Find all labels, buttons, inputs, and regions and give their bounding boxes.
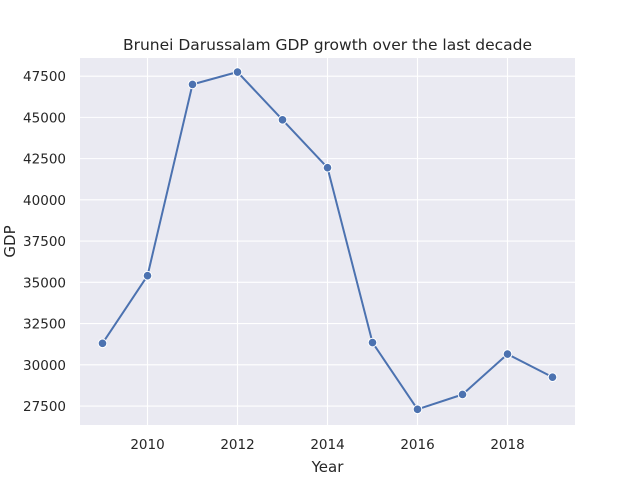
y-tick-label: 35000 — [23, 275, 66, 291]
y-tick-label: 32500 — [23, 317, 66, 333]
y-tick-label: 27500 — [23, 399, 66, 415]
y-tick-label: 37500 — [23, 234, 66, 250]
x-tick-label: 2014 — [310, 437, 344, 453]
data-point — [142, 270, 153, 281]
grid-lines — [80, 58, 575, 425]
y-tick-label: 40000 — [23, 193, 66, 209]
chart-title: Brunei Darussalam GDP growth over the la… — [123, 36, 532, 54]
data-point — [412, 404, 423, 415]
y-tick-label: 30000 — [23, 358, 66, 374]
series-group — [97, 67, 558, 415]
x-axis-label: Year — [311, 458, 345, 476]
x-tick-label: 2012 — [220, 437, 254, 453]
data-point — [277, 115, 288, 125]
x-tick-label: 2018 — [490, 437, 524, 453]
data-point — [232, 67, 243, 77]
y-tick-label: 42500 — [23, 152, 66, 168]
x-tick-label: 2010 — [130, 437, 164, 453]
data-point — [502, 349, 513, 359]
x-tick-label: 2016 — [400, 437, 434, 453]
data-point — [322, 162, 333, 173]
data-point — [457, 389, 468, 400]
y-tick-labels: 27500 30000 32500 35000 37500 40000 42500 45000… — [23, 69, 66, 415]
data-point — [547, 372, 558, 382]
data-point — [97, 338, 108, 349]
y-tick-label: 45000 — [23, 110, 66, 126]
x-tick-labels: 2010 2012 2014 2016 2018 — [130, 437, 524, 453]
y-tick-label: 47500 — [23, 69, 66, 85]
data-point — [187, 79, 198, 90]
y-axis-label: GDP — [1, 225, 19, 257]
data-point — [367, 337, 378, 348]
